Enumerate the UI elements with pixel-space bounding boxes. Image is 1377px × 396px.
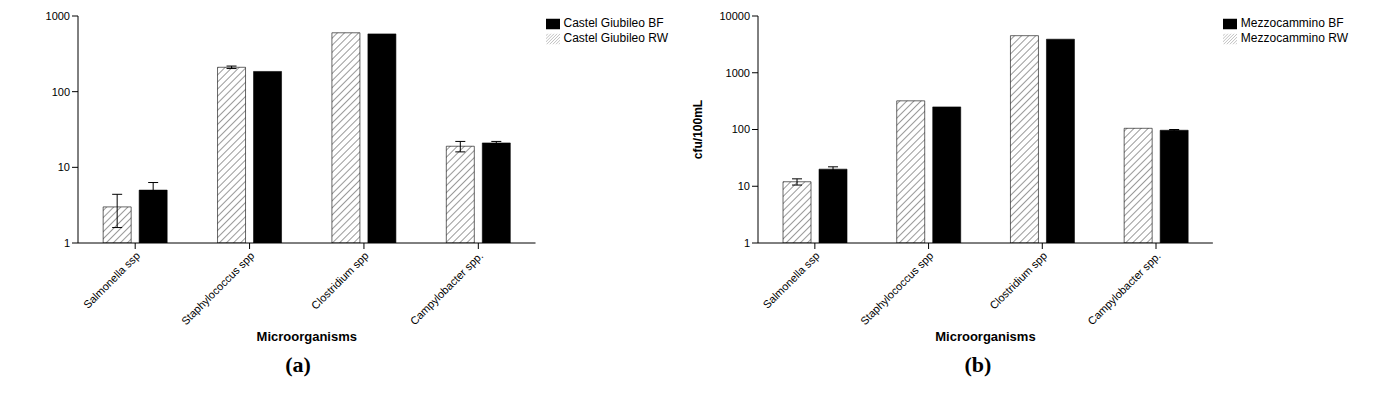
svg-text:10: 10 [738, 180, 750, 192]
svg-text:1000: 1000 [726, 67, 750, 79]
svg-text:Microorganisms: Microorganisms [257, 329, 357, 344]
svg-text:Campylobacter spp.: Campylobacter spp. [1085, 249, 1163, 327]
svg-text:100: 100 [732, 123, 750, 135]
html-text:Mezzocammino RW: Mezzocammino RW [1240, 30, 1348, 45]
svg-text:Campylobacter spp.: Campylobacter spp. [408, 249, 486, 327]
html-text:(b): (b) [964, 352, 992, 377]
svg-text:cfu/100mL: cfu/100mL [691, 100, 705, 159]
svg-text:Staphylococcus spp: Staphylococcus spp [858, 249, 936, 327]
svg-text:1: 1 [744, 237, 750, 249]
svg-text:Clostridium spp: Clostridium spp [309, 249, 371, 311]
svg-text:Salmonella ssp: Salmonella ssp [81, 249, 142, 310]
svg-text:1: 1 [64, 237, 70, 249]
html-text:(a): (a) [285, 352, 311, 377]
svg-text:1000: 1000 [46, 10, 70, 22]
svg-text:Microorganisms: Microorganisms [935, 329, 1035, 344]
svg-text:Salmonella ssp: Salmonella ssp [761, 249, 822, 310]
html-text:Castel Giubileo RW: Castel Giubileo RW [563, 30, 668, 45]
html-text:Castel Giubileo BF: Castel Giubileo BF [563, 16, 664, 30]
svg-text:Clostridium spp: Clostridium spp [987, 249, 1049, 311]
svg-text:10000: 10000 [719, 10, 750, 22]
svg-text:Staphylococcus spp: Staphylococcus spp [179, 249, 257, 327]
html-text:Mezzocammino BF: Mezzocammino BF [1240, 16, 1344, 30]
svg-text:100: 100 [52, 86, 70, 98]
svg-text:10: 10 [58, 161, 70, 173]
